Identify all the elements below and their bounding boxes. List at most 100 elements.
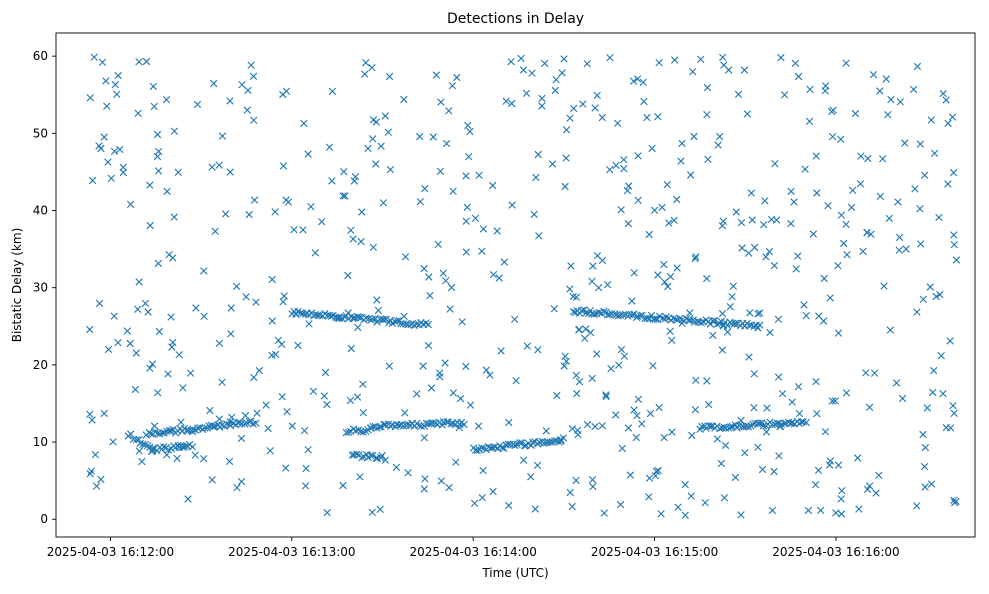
data-point [586,328,595,337]
data-point [588,277,596,285]
data-point [356,473,364,481]
data-point [401,409,409,417]
data-point [150,102,158,111]
data-point [713,435,722,443]
data-point [802,418,810,427]
data-point [927,480,936,488]
data-point [478,444,486,452]
data-point [687,492,695,500]
data-point [678,319,686,327]
data-point [154,167,163,175]
data-point [163,187,171,196]
data-point [629,77,638,85]
data-point [228,413,236,421]
data-point [574,430,582,439]
data-point [179,384,187,392]
data-point [809,230,818,238]
data-point [660,433,668,442]
data-point [775,452,783,460]
data-point [939,390,947,398]
data-point [528,69,536,77]
data-point [359,380,367,388]
data-point [424,341,433,350]
data-point [665,219,673,227]
data-point [707,422,715,430]
data-point [138,457,146,466]
data-point [691,406,700,414]
data-point [420,264,428,273]
data-point [843,251,851,259]
data-point [607,364,615,373]
data-point [805,117,814,125]
y-tick-label: 20 [33,358,48,372]
data-point [437,98,445,106]
data-point [794,72,803,81]
data-point [902,245,910,253]
data-point [663,180,671,189]
data-point [165,427,173,435]
data-point [227,330,235,338]
data-point [478,247,486,255]
data-point [530,210,538,219]
data-point [301,482,310,490]
data-point [718,346,727,354]
data-point [134,109,142,117]
data-point [949,402,957,410]
data-point [167,313,175,321]
data-point [386,165,395,174]
data-point [787,187,795,196]
data-point [110,147,119,155]
data-point [462,248,470,256]
data-point [550,305,558,313]
data-point [717,459,725,468]
data-point [591,104,599,112]
data-point [909,85,918,94]
data-point [95,142,103,150]
data-point [505,418,513,427]
data-point [377,454,385,462]
data-point [449,419,457,428]
data-point [511,315,519,323]
data-point [463,203,471,211]
data-point [867,230,875,238]
data-point [780,91,789,99]
data-point [268,275,276,284]
data-point [98,58,107,66]
data-point [913,308,921,316]
data-point [770,261,779,270]
data-point [427,384,436,392]
data-point [608,310,616,318]
data-point [208,476,216,484]
data-point [658,203,666,212]
data-point [750,404,758,412]
data-point [243,106,251,114]
data-point [114,71,122,80]
chart-title: Detections in Delay [447,11,584,27]
data-point [566,114,574,122]
data-point [718,222,727,230]
data-point [282,464,290,472]
y-tick-label: 10 [33,435,48,449]
data-point [620,165,628,173]
data-point [486,371,494,379]
data-point [541,59,549,68]
data-point [193,100,202,109]
data-point [362,314,370,322]
data-point [650,206,659,214]
data-point [837,135,845,143]
data-point [420,485,428,493]
data-point [155,327,164,336]
data-point [249,72,258,80]
data-point [226,168,234,176]
data-point [570,104,578,113]
data-point [215,415,224,423]
data-point [119,168,127,177]
data-point [703,83,712,92]
data-point [882,75,890,83]
data-point [916,140,925,148]
data-point [560,362,568,370]
data-point [776,422,785,430]
data-point [887,95,895,104]
data-point [88,176,97,185]
data-point [788,419,796,427]
